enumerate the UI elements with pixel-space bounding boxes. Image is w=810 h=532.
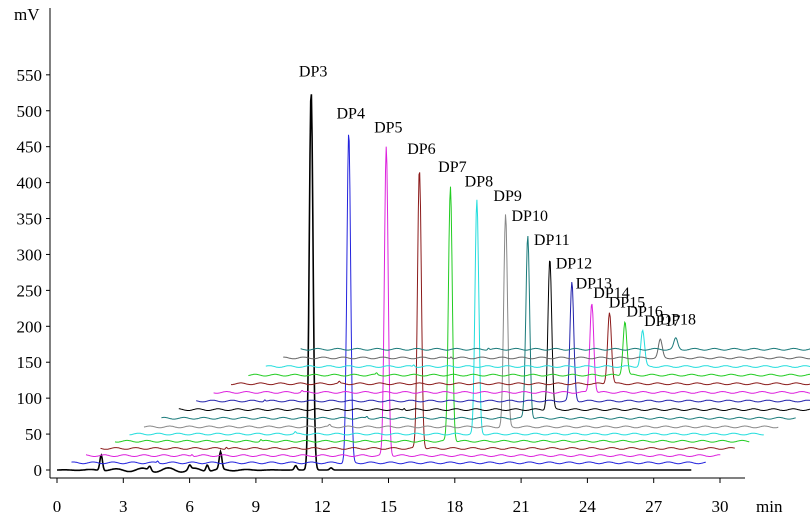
trace-dp17: [283, 338, 810, 360]
trace-dp11: [178, 260, 810, 411]
chromatogram-traces: [57, 94, 810, 473]
peak-label-dp4: DP4: [336, 105, 364, 122]
x-tick-label: 12: [314, 497, 331, 516]
x-tick-label: 18: [446, 497, 463, 516]
peak-label-dp3: DP3: [299, 64, 327, 81]
x-tick-label: 0: [53, 497, 62, 516]
trace-dp12: [196, 281, 810, 403]
x-tick-label: 24: [579, 497, 597, 516]
x-tick-label: 27: [645, 497, 663, 516]
y-tick-label: 350: [17, 210, 43, 229]
trace-dp10: [161, 235, 796, 420]
y-tick-label: 500: [17, 102, 43, 121]
peak-label-dp10: DP10: [512, 208, 548, 225]
trace-dp5: [85, 146, 721, 458]
peak-label-dp13: DP13: [576, 276, 612, 293]
peak-label-dp12: DP12: [556, 255, 592, 272]
peak-label-dp14: DP14: [593, 285, 629, 302]
trace-dp14: [231, 312, 810, 386]
peak-label-dp8: DP8: [465, 174, 493, 191]
x-tick-label: 3: [119, 497, 128, 516]
y-axis-label: mV: [14, 5, 40, 24]
chart-axes: 0 50 100 150 200 250 300 350 400 450 500 550 0 3 6 9 12 1…: [17, 8, 745, 516]
y-tick-label: 150: [17, 353, 43, 372]
trace-dp16: [265, 328, 810, 368]
trace-dp15: [248, 320, 810, 377]
peak-label-dp7: DP7: [438, 159, 466, 176]
y-tick-label: 50: [25, 425, 42, 444]
x-tick-label: 30: [712, 497, 729, 516]
x-tick-label: 6: [185, 497, 194, 516]
y-tick-label: 550: [17, 66, 43, 85]
x-axis-label: min: [756, 497, 783, 516]
trace-dp3: [57, 94, 692, 473]
y-tick-label: 0: [34, 461, 43, 480]
y-tick-label: 300: [17, 245, 43, 264]
trace-dp13: [213, 303, 810, 394]
peak-label-dp9: DP9: [493, 188, 521, 205]
peak-label-dp17: DP17: [644, 313, 680, 330]
peak-label-dp18: DP18: [660, 312, 696, 329]
x-tick-label: 9: [252, 497, 261, 516]
x-tick-label: 21: [513, 497, 530, 516]
trace-dp7: [114, 186, 750, 443]
y-tick-label: 100: [17, 389, 43, 408]
trace-dp9: [143, 214, 779, 429]
peak-label-dp16: DP16: [626, 304, 662, 321]
x-tick-label: 15: [380, 497, 397, 516]
peak-label-dp5: DP5: [374, 120, 402, 137]
peak-label-dp15: DP15: [609, 294, 645, 311]
peak-label-dp6: DP6: [407, 141, 435, 158]
y-tick-label: 200: [17, 317, 43, 336]
y-tick-label: 400: [17, 174, 43, 193]
trace-dp6: [100, 172, 735, 450]
y-tick-label: 450: [17, 138, 43, 157]
trace-dp18: [300, 337, 810, 351]
trace-dp8: [129, 199, 764, 436]
peak-labels: DP3DP4DP5DP6DP7DP8DP9DP10DP11DP12DP13DP1…: [299, 64, 696, 330]
peak-label-dp11: DP11: [534, 232, 570, 249]
trace-dp4: [71, 134, 706, 465]
y-tick-label: 250: [17, 281, 43, 300]
